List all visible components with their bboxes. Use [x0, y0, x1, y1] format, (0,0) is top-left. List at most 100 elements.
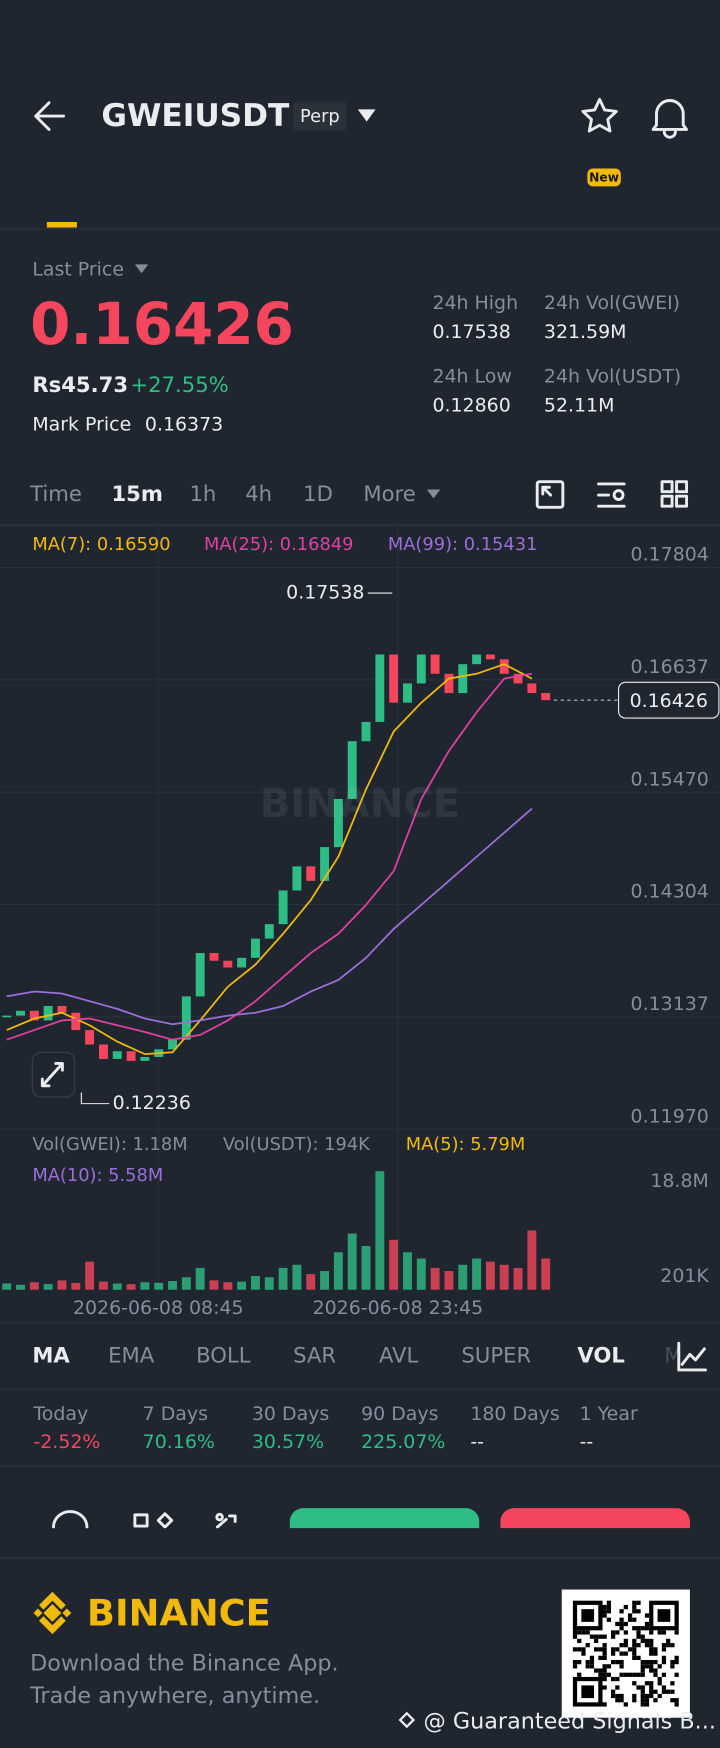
qr-cell — [585, 1643, 590, 1648]
qr-cell — [602, 1604, 607, 1610]
dropdown-icon[interactable] — [134, 264, 149, 274]
indicator-tab[interactable]: SUPER — [461, 1343, 531, 1368]
qr-cell — [632, 1638, 637, 1644]
favorite-icon[interactable] — [581, 97, 618, 133]
low-marker — [80, 1092, 110, 1105]
buy-button[interactable] — [289, 1508, 480, 1529]
volume-bar — [85, 1261, 95, 1290]
volume-bar — [168, 1280, 177, 1290]
qr-cell — [640, 1668, 645, 1673]
qr-cell — [632, 1681, 637, 1686]
interval-tab[interactable]: 1h — [189, 481, 216, 506]
footer-text: Trade anywhere, anytime. — [29, 1683, 320, 1709]
qr-cell — [623, 1672, 628, 1677]
qr-cell — [636, 1634, 641, 1639]
qr-cell — [653, 1689, 658, 1694]
candle-body — [181, 996, 191, 1040]
qr-cell — [670, 1643, 675, 1648]
volume-bar — [416, 1258, 426, 1290]
period-change: -2.52% — [33, 1431, 100, 1453]
interval-tab[interactable]: 15m — [111, 481, 163, 506]
qr-cell — [581, 1647, 586, 1652]
volume-tick-label: 18.8M — [650, 1170, 709, 1192]
volume-bar — [320, 1271, 330, 1290]
volume-bar — [333, 1252, 343, 1290]
interval-tab[interactable]: 1D — [303, 481, 333, 506]
qr-cell — [632, 1609, 637, 1614]
qr-cell — [615, 1647, 620, 1652]
qr-cell — [581, 1651, 586, 1656]
qr-cell — [661, 1685, 667, 1690]
qr-cell — [623, 1621, 628, 1627]
volume-bar — [499, 1264, 509, 1290]
candle-body — [472, 654, 482, 665]
qr-cell — [577, 1659, 582, 1665]
volume-bar — [16, 1284, 25, 1290]
price-change: +27.55% — [130, 372, 228, 397]
qr-cell — [585, 1630, 590, 1635]
candle-body — [403, 683, 412, 703]
indicator-tab[interactable]: VOL — [577, 1343, 624, 1368]
moving-average-line — [6, 663, 533, 1056]
qr-cell — [619, 1643, 624, 1648]
high-label: 0.17538 — [286, 582, 364, 604]
qr-cell — [636, 1626, 641, 1631]
expand-button[interactable] — [31, 1051, 76, 1098]
indicator-tab[interactable]: EMA — [108, 1343, 155, 1368]
qr-cell — [657, 1630, 662, 1635]
volume-bar — [347, 1233, 357, 1290]
indicator-tab[interactable]: BOLL — [196, 1343, 251, 1368]
stat-value: 52.11M — [544, 394, 615, 416]
y-tick-label: 0.15470 — [631, 768, 709, 790]
binance-logo — [33, 1591, 72, 1635]
sell-button[interactable] — [500, 1508, 690, 1529]
qr-cell — [610, 1676, 616, 1682]
ma-legend: MA(99): 0.15431 — [388, 534, 538, 555]
qr-cell — [619, 1621, 624, 1627]
dropdown-icon[interactable] — [426, 489, 441, 499]
candle-body — [223, 960, 233, 968]
qr-cell — [657, 1693, 662, 1699]
qr-cell — [602, 1609, 607, 1614]
qr-cell — [610, 1634, 616, 1639]
qr-cell — [649, 1643, 654, 1648]
last-price-label: 0.16426 — [630, 690, 708, 712]
qr-cell — [594, 1668, 599, 1673]
qr-cell — [627, 1617, 633, 1622]
volume-bar — [306, 1274, 316, 1290]
indicator-tab[interactable]: MA — [32, 1343, 70, 1368]
mark-price: 0.16373 — [145, 413, 223, 435]
indicator-tab[interactable]: AVL — [379, 1343, 419, 1368]
qr-cell — [670, 1681, 675, 1686]
back-button[interactable] — [34, 101, 65, 131]
qr-cell — [602, 1634, 607, 1639]
toolbar-icons[interactable] — [52, 1510, 237, 1529]
interval-tab[interactable]: More — [363, 481, 415, 506]
qr-cell — [674, 1630, 679, 1635]
interval-tab[interactable]: 4h — [245, 481, 272, 506]
y-tick-label: 0.13137 — [631, 993, 709, 1015]
dropdown-icon[interactable] — [357, 109, 376, 122]
qr-cell — [585, 1664, 590, 1669]
volume-bar — [361, 1246, 371, 1290]
qr-cell — [623, 1702, 628, 1707]
volume-bar — [389, 1239, 399, 1290]
chart-tools[interactable] — [535, 480, 689, 509]
volume-bar — [140, 1282, 150, 1290]
moving-average-line — [6, 807, 533, 1026]
candle-body — [264, 924, 274, 939]
alert-icon[interactable] — [651, 99, 689, 139]
candle-body — [499, 659, 509, 674]
moving-average-line — [6, 672, 533, 1041]
qr-cell — [661, 1647, 667, 1652]
candle-body — [237, 957, 247, 968]
qr-cell — [649, 1647, 654, 1652]
indicator-settings[interactable] — [677, 1341, 707, 1372]
qr-cell — [640, 1664, 645, 1669]
interval-tab[interactable]: Time — [29, 481, 82, 506]
qr-cell — [649, 1664, 654, 1669]
indicator-tab[interactable]: SAR — [293, 1343, 336, 1368]
volume-tick-label: 201K — [660, 1265, 709, 1287]
qr-cell — [610, 1689, 616, 1694]
volume-legend: MA(10): 5.58M — [32, 1165, 163, 1186]
